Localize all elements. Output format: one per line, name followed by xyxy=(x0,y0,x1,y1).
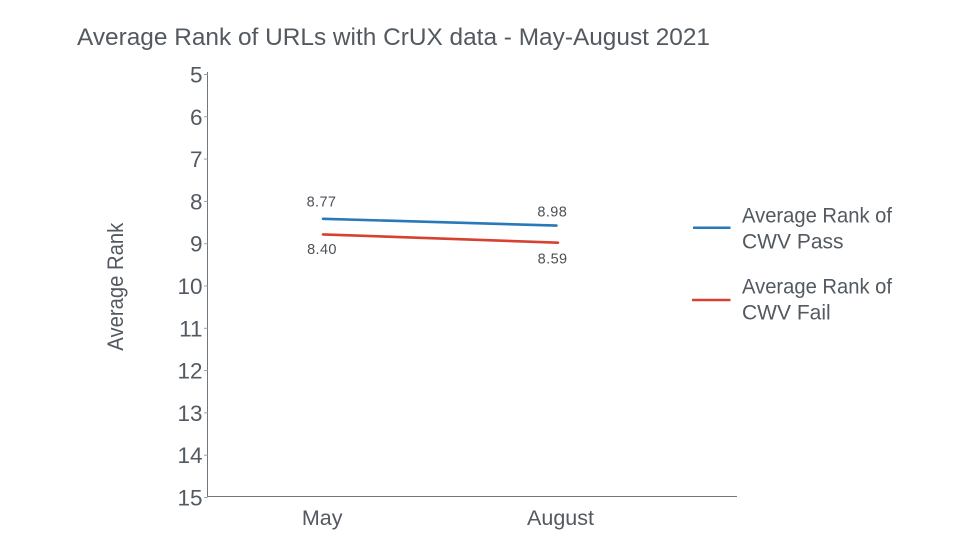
svg-text:Average Rank of URLs with CrUX: Average Rank of URLs with CrUX data - Ma… xyxy=(77,24,710,51)
svg-text:Average Rank of: Average Rank of xyxy=(742,276,892,299)
svg-text:12: 12 xyxy=(177,359,202,384)
svg-text:8.77: 8.77 xyxy=(307,195,337,211)
svg-text:6: 6 xyxy=(190,105,203,130)
svg-text:11: 11 xyxy=(179,316,202,341)
svg-text:Average Rank: Average Rank xyxy=(103,222,128,351)
svg-text:Average Rank of: Average Rank of xyxy=(742,205,892,228)
svg-text:8.59: 8.59 xyxy=(538,252,568,268)
svg-text:May: May xyxy=(302,506,343,530)
svg-text:8: 8 xyxy=(190,189,203,214)
svg-text:5: 5 xyxy=(190,63,203,88)
svg-text:CWV Pass: CWV Pass xyxy=(742,231,844,254)
svg-text:8.40: 8.40 xyxy=(307,242,337,258)
svg-text:15: 15 xyxy=(177,486,202,511)
svg-text:CWV Fail: CWV Fail xyxy=(742,302,831,325)
svg-text:8.98: 8.98 xyxy=(537,205,567,221)
svg-text:14: 14 xyxy=(177,443,202,468)
svg-text:9: 9 xyxy=(190,232,203,257)
svg-text:August: August xyxy=(527,506,594,530)
svg-text:10: 10 xyxy=(177,274,202,299)
svg-text:13: 13 xyxy=(177,401,202,426)
svg-text:7: 7 xyxy=(190,147,203,172)
